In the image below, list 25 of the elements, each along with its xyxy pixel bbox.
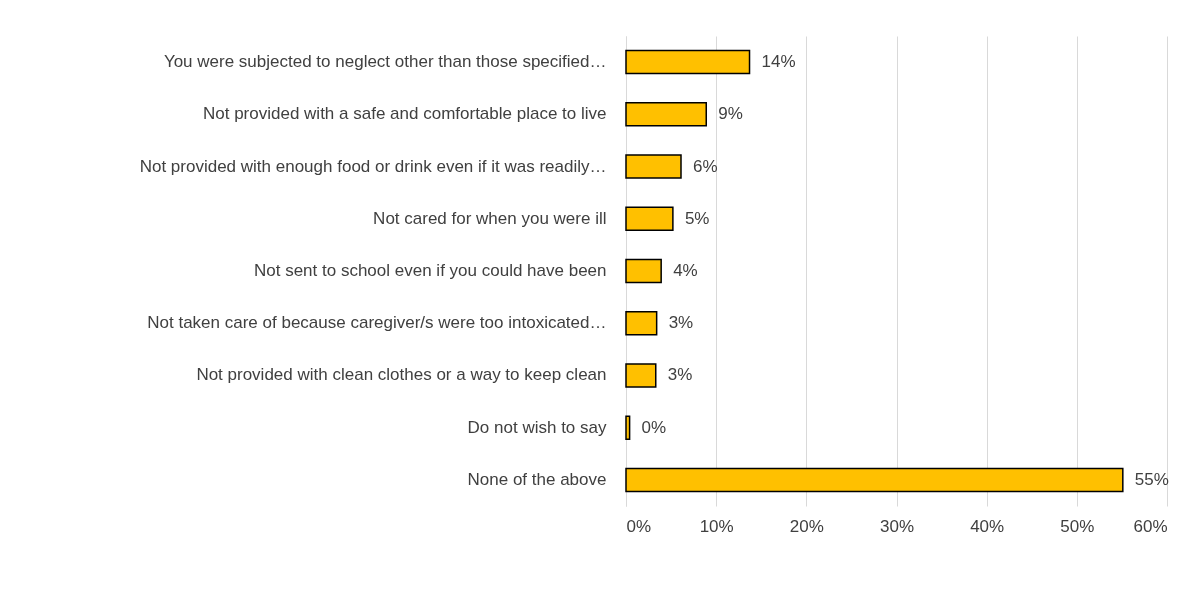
data-label: 14% — [761, 52, 796, 72]
y-tick-label: None of the above — [467, 469, 607, 489]
x-tick-label: 10% — [699, 516, 734, 536]
data-label: 5% — [684, 208, 710, 228]
y-tick-label: Not provided with a safe and comfortable place to live — [202, 104, 607, 124]
y-tick-label: Not provided with enough food or drink even if it was readily… — [139, 156, 607, 176]
x-tick-label: 60% — [1133, 516, 1168, 536]
x-tick-label: 50% — [1060, 516, 1095, 536]
data-label: 3% — [667, 365, 693, 385]
y-tick-label: Do not wish to say — [467, 417, 607, 437]
x-tick-label: 30% — [879, 516, 915, 536]
y-tick-label: Not provided with clean clothes or a way to keep clean — [196, 365, 607, 385]
data-label: 0% — [641, 417, 667, 437]
y-tick-label: Not sent to school even if you could have been — [253, 261, 607, 280]
y-tick-label: Not taken care of because caregiver/s were too intoxicated… — [147, 313, 607, 333]
data-label: 9% — [718, 104, 743, 124]
y-tick-label: Not cared for when you were ill — [373, 208, 607, 228]
data-label: 3% — [668, 313, 694, 333]
data-label: 6% — [693, 156, 718, 176]
data-label: 4% — [673, 261, 698, 280]
x-tick-label: 20% — [789, 516, 824, 536]
y-tick-label: You were subjected to neglect other than those specified… — [163, 52, 607, 72]
data-label: 55% — [1134, 469, 1169, 489]
x-tick-label: 40% — [970, 516, 1005, 536]
x-tick-label: 0% — [626, 516, 652, 536]
